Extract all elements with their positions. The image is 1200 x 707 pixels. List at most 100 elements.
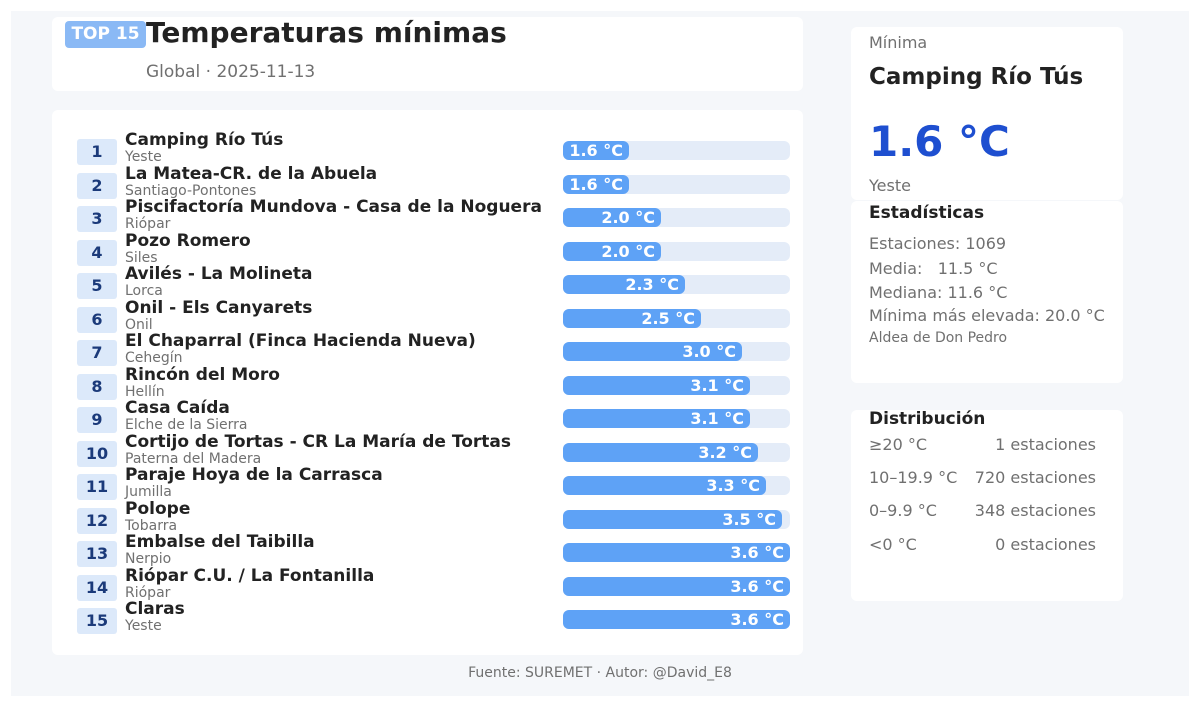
table-row: 8 Rincón del Moro Hellín 3.1 °C <box>52 365 803 405</box>
station-location: Nerpio <box>125 551 172 567</box>
bar-value-label: 3.1 °C <box>690 375 744 395</box>
bar-track: 3.2 °C <box>563 442 790 462</box>
table-row: 9 Casa Caída Elche de la Sierra 3.1 °C <box>52 398 803 438</box>
table-row: 3 Piscifactoría Mundova - Casa de la Nogu… <box>52 197 803 237</box>
bar: 3.6 °C <box>563 543 790 562</box>
rank-number: 13 <box>77 541 117 567</box>
station-name: Embalse del Taibilla <box>125 532 315 552</box>
bar-value-label: 3.2 °C <box>698 442 752 462</box>
station-name: Piscifactoría Mundova - Casa de la Nogue… <box>125 197 542 217</box>
station-location: Lorca <box>125 283 163 299</box>
station-name: Cortijo de Tortas - CR La María de Torta… <box>125 431 511 452</box>
station-name: Pozo Romero <box>125 230 251 251</box>
bar-value-label: 2.0 °C <box>601 208 655 227</box>
distribution-row: 0–9.9 °C 348 estaciones <box>869 501 1096 523</box>
station-name: Rincón del Moro <box>125 364 280 385</box>
bar-value-label: 3.6 °C <box>730 543 784 562</box>
rank-number: 2 <box>77 172 117 199</box>
source-footer: Fuente: SUREMET · Autor: @David_E8 <box>468 665 732 681</box>
table-row: 2 La Matea-CR. de la Abuela Santiago-Ponto… <box>52 164 803 204</box>
rank-number: 12 <box>77 507 117 534</box>
station-name: Paraje Hoya de la Carrasca <box>125 465 383 485</box>
bar-track: 2.5 °C <box>563 308 790 328</box>
bar-track: 1.6 °C <box>563 174 790 194</box>
table-row: 6 Onil - Els Canyarets Onil 2.5 °C <box>52 298 803 338</box>
statistics-card <box>851 201 1123 383</box>
station-location: Paterna del Madera <box>125 450 262 467</box>
station-name: Claras <box>125 599 185 619</box>
rank-number: 11 <box>77 474 117 500</box>
bar-track: 3.1 °C <box>563 375 790 395</box>
station-location: Yeste <box>125 618 162 634</box>
bar: 3.2 °C <box>563 442 758 462</box>
station-location: Santiago-Pontones <box>125 182 257 199</box>
station-name: Onil - Els Canyarets <box>125 297 313 318</box>
bar: 3.6 °C <box>563 610 790 629</box>
minimum-value: 1.6 °C <box>869 117 1010 166</box>
bar: 1.6 °C <box>563 141 629 160</box>
rank-number: 4 <box>77 239 117 266</box>
station-name: Avilés - La Molineta <box>125 264 313 284</box>
stat-median: Mediana: 11.6 °C <box>869 283 1008 302</box>
bar: 2.0 °C <box>563 208 661 227</box>
page-subtitle: Global · 2025-11-13 <box>146 62 316 82</box>
station-location: Yeste <box>125 149 162 165</box>
distribution-row: <0 °C 0 estaciones <box>869 535 1096 557</box>
rank-number: 15 <box>77 608 117 634</box>
rank-number: 14 <box>77 574 117 601</box>
distribution-count: 0 estaciones <box>995 535 1096 554</box>
bar-track: 3.5 °C <box>563 509 790 529</box>
bar-value-label: 3.0 °C <box>682 342 736 361</box>
bar: 3.3 °C <box>563 476 766 495</box>
station-location: Riópar <box>125 216 171 232</box>
bar-track: 3.6 °C <box>563 576 790 596</box>
bar-track: 3.0 °C <box>563 342 790 361</box>
distribution-card <box>851 410 1123 601</box>
rank-number: 5 <box>77 273 117 299</box>
bar: 3.0 °C <box>563 342 742 361</box>
bar-track: 2.3 °C <box>563 275 790 294</box>
distribution-range: ≥20 °C <box>869 435 928 454</box>
distribution-count: 1 estaciones <box>995 435 1096 454</box>
minimum-station-name: Camping Río Tús <box>869 64 1084 90</box>
bar-value-label: 3.3 °C <box>706 476 760 495</box>
table-row: 10 Cortijo de Tortas - CR La María de Tor… <box>52 432 803 472</box>
station-location: Onil <box>125 316 153 333</box>
table-row: 13 Embalse del Taibilla Nerpio 3.6 °C <box>52 532 803 572</box>
rank-number: 3 <box>77 206 117 232</box>
bar-track: 3.1 °C <box>563 409 790 428</box>
bar-value-label: 1.6 °C <box>569 174 623 194</box>
bar-value-label: 3.5 °C <box>722 509 776 529</box>
bar-value-label: 2.0 °C <box>601 241 655 261</box>
rank-number: 1 <box>77 139 117 165</box>
stat-highest-minimum-location: Aldea de Don Pedro <box>869 330 1008 346</box>
rank-number: 6 <box>77 306 117 333</box>
bar-track: 2.0 °C <box>563 241 790 261</box>
stat-highest-minimum: Mínima más elevada: 20.0 °C <box>869 306 1105 325</box>
bar: 3.1 °C <box>563 375 750 395</box>
table-row: 7 El Chaparral (Finca Hacienda Nueva) Cehe… <box>52 331 803 371</box>
station-location: Siles <box>125 249 158 266</box>
station-location: Riópar <box>125 584 171 601</box>
stat-mean: Media: 11.5 °C <box>869 259 998 278</box>
minimum-card <box>851 27 1123 200</box>
bar-value-label: 3.1 °C <box>690 409 744 428</box>
bar-value-label: 2.5 °C <box>641 308 695 328</box>
distribution-count: 720 estaciones <box>974 468 1096 487</box>
bar: 3.1 °C <box>563 409 750 428</box>
bar-value-label: 3.6 °C <box>730 576 784 596</box>
statistics-title: Estadísticas <box>869 203 985 223</box>
station-name: El Chaparral (Finca Hacienda Nueva) <box>125 331 476 351</box>
bar-track: 2.0 °C <box>563 208 790 227</box>
table-row: 14 Riópar C.U. / La Fontanilla Riópar 3.6 °… <box>52 566 803 606</box>
bar-value-label: 1.6 °C <box>569 141 623 160</box>
rank-number: 9 <box>77 407 117 433</box>
bar-track: 3.6 °C <box>563 610 790 629</box>
bar: 2.3 °C <box>563 275 685 294</box>
bar: 2.0 °C <box>563 241 661 261</box>
station-location: Jumilla <box>125 484 172 500</box>
table-row: 5 Avilés - La Molineta Lorca 2.3 °C <box>52 264 803 304</box>
distribution-range: <0 °C <box>869 535 917 554</box>
rank-number: 8 <box>77 373 117 400</box>
distribution-count: 348 estaciones <box>974 501 1096 520</box>
